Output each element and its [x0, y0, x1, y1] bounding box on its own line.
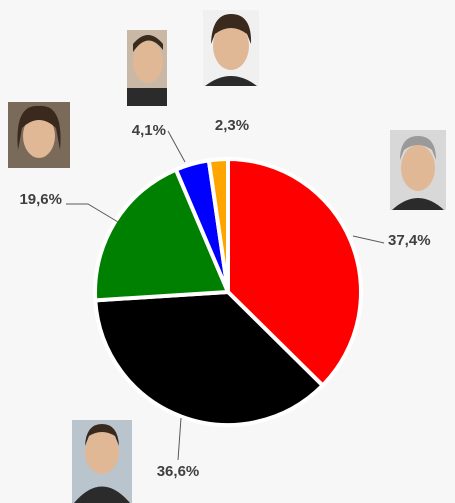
data-label: 36,6%	[157, 463, 200, 480]
data-label: 37,4%	[388, 232, 431, 249]
pie-slice	[93, 289, 326, 427]
portrait	[8, 102, 70, 168]
portrait	[72, 420, 132, 503]
leader-line	[66, 203, 119, 223]
leader-line	[352, 235, 385, 244]
pie-slice	[206, 156, 230, 293]
data-label: 4,1%	[132, 122, 166, 139]
pie-slice	[226, 156, 363, 389]
portrait	[127, 30, 167, 106]
portrait	[203, 10, 259, 86]
leader-line	[177, 417, 182, 461]
pie-slice	[93, 166, 231, 303]
portrait	[390, 130, 446, 210]
data-label: 19,6%	[19, 191, 62, 208]
leader-line	[167, 130, 186, 163]
data-label: 2,3%	[215, 117, 249, 134]
